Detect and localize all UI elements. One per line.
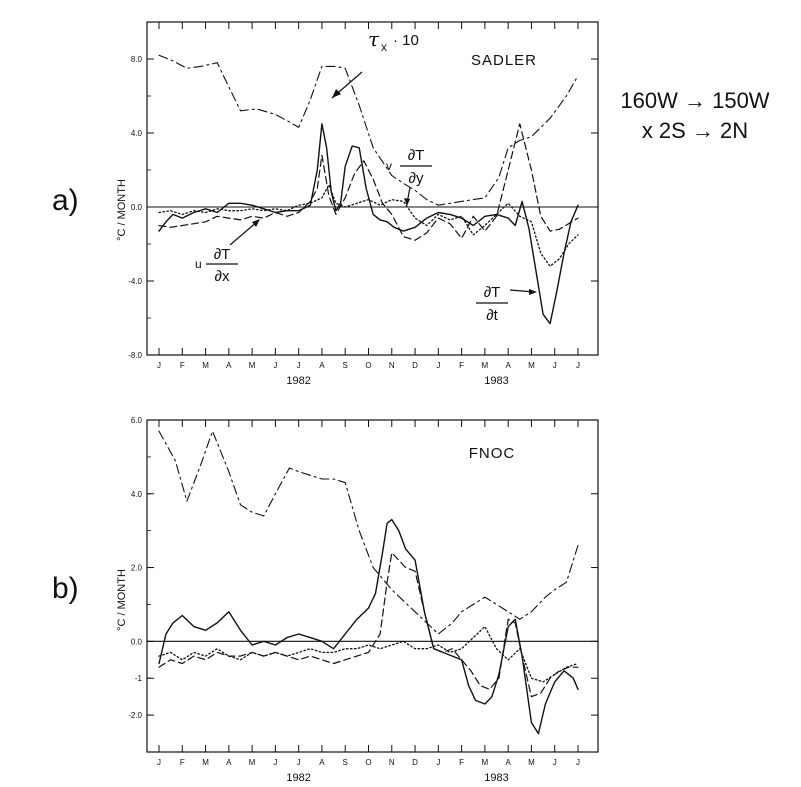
panel-b-month-label: F [180,758,185,767]
v-num: ∂T [408,147,425,164]
panel-b-month-label: M [528,758,535,767]
panel-b-ytick-label: 0.0 [131,637,143,646]
panel-a-series-tau-x-10 [158,54,579,206]
panel-b-series-v-dT-dy [158,552,579,698]
panel-a-month-label: M [528,361,535,370]
panel-a-month-label: J [273,361,277,370]
panel-a-month-label: J [576,361,580,370]
panel-a-ytick-label: -4.0 [128,277,142,286]
panel-a-axes: -8.0 -4.0 0.0 4.0 8.0 J F M A M J J A S O N D J F M A M J J 1982… [128,21,599,387]
panel-b-month-label: J [297,758,301,767]
panel-b-month-label: O [365,758,371,767]
v-den: ∂y [409,170,424,187]
panel-b-ytick-label: 2.0 [131,564,143,573]
panel-a-ytick-label: -8.0 [128,351,142,360]
u-coef: u [195,257,202,271]
region-line-2: x 2S → 2N [642,118,748,143]
panel-b-frame [146,419,599,753]
v-arrowhead [404,198,410,206]
panel-a-month-label: M [202,361,209,370]
panel-a-month-label: A [226,361,232,370]
panel-a-month-label: F [180,361,185,370]
panel-b-month-label: N [389,758,395,767]
panel-b-month-label: M [249,758,256,767]
panel-a-month-label: F [459,361,464,370]
panel-b-ytick-label: -2.0 [128,711,142,720]
panel-b-title: FNOC [469,445,516,462]
panel-a-series-u-dT-dx [158,184,579,267]
panel-a-chart: a) SADLER °C / MONTH -8.0 -4.0 0.0 4.0 8.0 J F… [52,21,599,387]
u-arrowhead [252,219,260,227]
region-line-1: 160W → 150W [620,88,769,113]
panel-b-month-label: D [412,758,418,767]
u-arrow [229,220,259,246]
panel-b-month-label: S [343,758,348,767]
panel-a-month-label: J [157,361,161,370]
panel-a-series-v-dT-dy [158,123,579,241]
panel-b-year-label: 1982 [286,772,310,784]
dt-arrowhead [529,289,537,295]
panel-a-series-dT-dt [158,123,579,325]
tau-arrowhead [332,89,341,98]
panel-b-month-label: J [436,758,440,767]
u-dTdx-annotation: u ∂T ∂x [195,219,260,285]
dt-num: ∂T [484,284,501,301]
panel-b-ylabel: °C / MONTH [116,569,128,631]
panel-a-month-label: J [297,361,301,370]
panel-a-month-label: M [249,361,256,370]
panel-b-month-label: M [202,758,209,767]
panel-b-chart: b) FNOC °C / MONTH -2.0 -1 0.0 2.0 4.0 6.0 J F M… [52,416,599,784]
panel-b-ytick-label: 6.0 [131,416,143,425]
panel-b-series [158,430,579,735]
panel-a-month-label: D [412,361,418,370]
panel-a-year-label: 1983 [484,375,508,387]
u-den: ∂x [215,268,230,285]
panel-a-month-label: S [343,361,348,370]
panel-b-ytick-label: 4.0 [131,490,143,499]
panel-a-letter: a) [52,184,79,217]
panel-a-month-label: A [319,361,325,370]
panel-a-frame [146,21,599,356]
panel-a-month-label: A [505,361,511,370]
panel-a-ylabel: °C / MONTH [116,179,128,241]
panel-a-title: SADLER [471,52,537,69]
panel-a-month-label: J [436,361,440,370]
panel-b-axes: -2.0 -1 0.0 2.0 4.0 6.0 J F M A M J J A S O N D J F M A M J J 198… [128,416,599,784]
tau-multiplier: · 10 [393,32,419,49]
panel-a-month-label: N [389,361,395,370]
panel-a-month-label: J [553,361,557,370]
panel-b-series-dT-dt [158,518,579,735]
panel-b-series-tau-x-10 [158,430,579,635]
panel-a-ytick-label: 0.0 [131,203,143,212]
panel-b-month-label: J [157,758,161,767]
v-coef: v [386,159,392,173]
tau-subscript: x [381,40,387,54]
dt-den: ∂t [486,307,498,324]
panel-a-month-label: M [482,361,489,370]
v-dTdy-annotation: v ∂T ∂y [386,147,432,206]
panel-b-month-label: J [273,758,277,767]
panel-b-month-label: J [553,758,557,767]
panel-b-letter: b) [52,572,79,605]
panel-a-series [158,54,579,325]
panel-b-series-u-dT-dx [158,625,579,683]
tau-annotation: τ x · 10 [331,27,419,99]
panel-b-month-label: A [226,758,232,767]
panel-a-year-label: 1982 [286,375,310,387]
panel-b-month-label: A [319,758,325,767]
panel-b-month-label: A [505,758,511,767]
panel-b-month-label: J [576,758,580,767]
panel-a-ytick-label: 4.0 [131,129,143,138]
panel-b-month-label: F [459,758,464,767]
dTdt-annotation: ∂T ∂t [476,284,537,324]
panel-b-year-label: 1983 [484,772,508,784]
u-num: ∂T [214,246,231,263]
panel-a-month-label: O [365,361,371,370]
panel-b-ytick-label: -1 [135,674,143,683]
panel-b-month-label: M [482,758,489,767]
panel-a-ytick-label: 8.0 [131,55,143,64]
tau-symbol: τ [368,27,380,51]
